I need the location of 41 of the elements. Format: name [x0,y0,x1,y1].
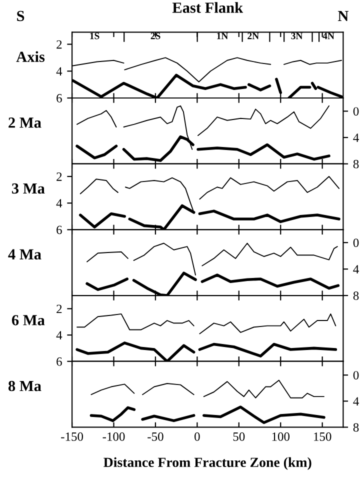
y2-tick-label: 0 [353,238,359,248]
y2-tick-label: 0 [353,371,359,380]
x-tick-label: -100 [102,432,125,441]
x-tick-label: -50 [148,432,164,441]
y2-tick-label: 0 [353,107,359,116]
chart-title: East Flank [172,2,244,13]
y2-tick-label: 8 [353,160,359,168]
x-tick-label: -150 [61,432,84,441]
y-tick-label: 6 [56,94,62,102]
y-axis-title: 4 Ma [8,249,42,260]
y-tick-label: 4 [56,67,62,76]
y-axis-title: 8 Ma [8,380,42,392]
y-tick-label: 6 [56,357,62,366]
y-axis-title: 6 Ma [12,315,45,326]
x-tick-label: 0 [194,432,200,441]
y-tick-label: 2 [56,40,62,49]
y2-tick-label: 4 [353,134,359,142]
annotation: 2S [150,32,160,40]
annotation: 1N [217,32,228,40]
annotation: 3N [291,32,303,40]
x-tick-label: 50 [233,432,245,441]
y2-tick-label: 8 [353,423,359,432]
text: N [338,11,348,22]
y-axis-title: 2 Ma [8,118,42,128]
y-axis-title: 3 Ma [12,183,45,194]
x-tick-label: 150 [314,432,332,441]
y-tick-label: 2 [56,304,62,314]
y-axis-title: Axis [16,51,45,62]
y-tick-label: 2 [56,172,62,181]
y2-tick-label: 8 [353,292,359,300]
annotation: 1S [90,32,100,40]
x-axis-title: Distance From Fracture Zone (km) [104,457,312,470]
annotation: 4N [322,32,334,40]
y-tick-label: 4 [56,199,62,208]
y-tick-label: 4 [56,331,62,340]
y2-tick-label: 4 [353,265,359,274]
y-tick-label: 6 [56,226,62,234]
annotation: 2N [248,32,259,40]
text: S [17,10,24,22]
y2-tick-label: 4 [353,397,359,406]
x-tick-label: 100 [272,432,290,441]
